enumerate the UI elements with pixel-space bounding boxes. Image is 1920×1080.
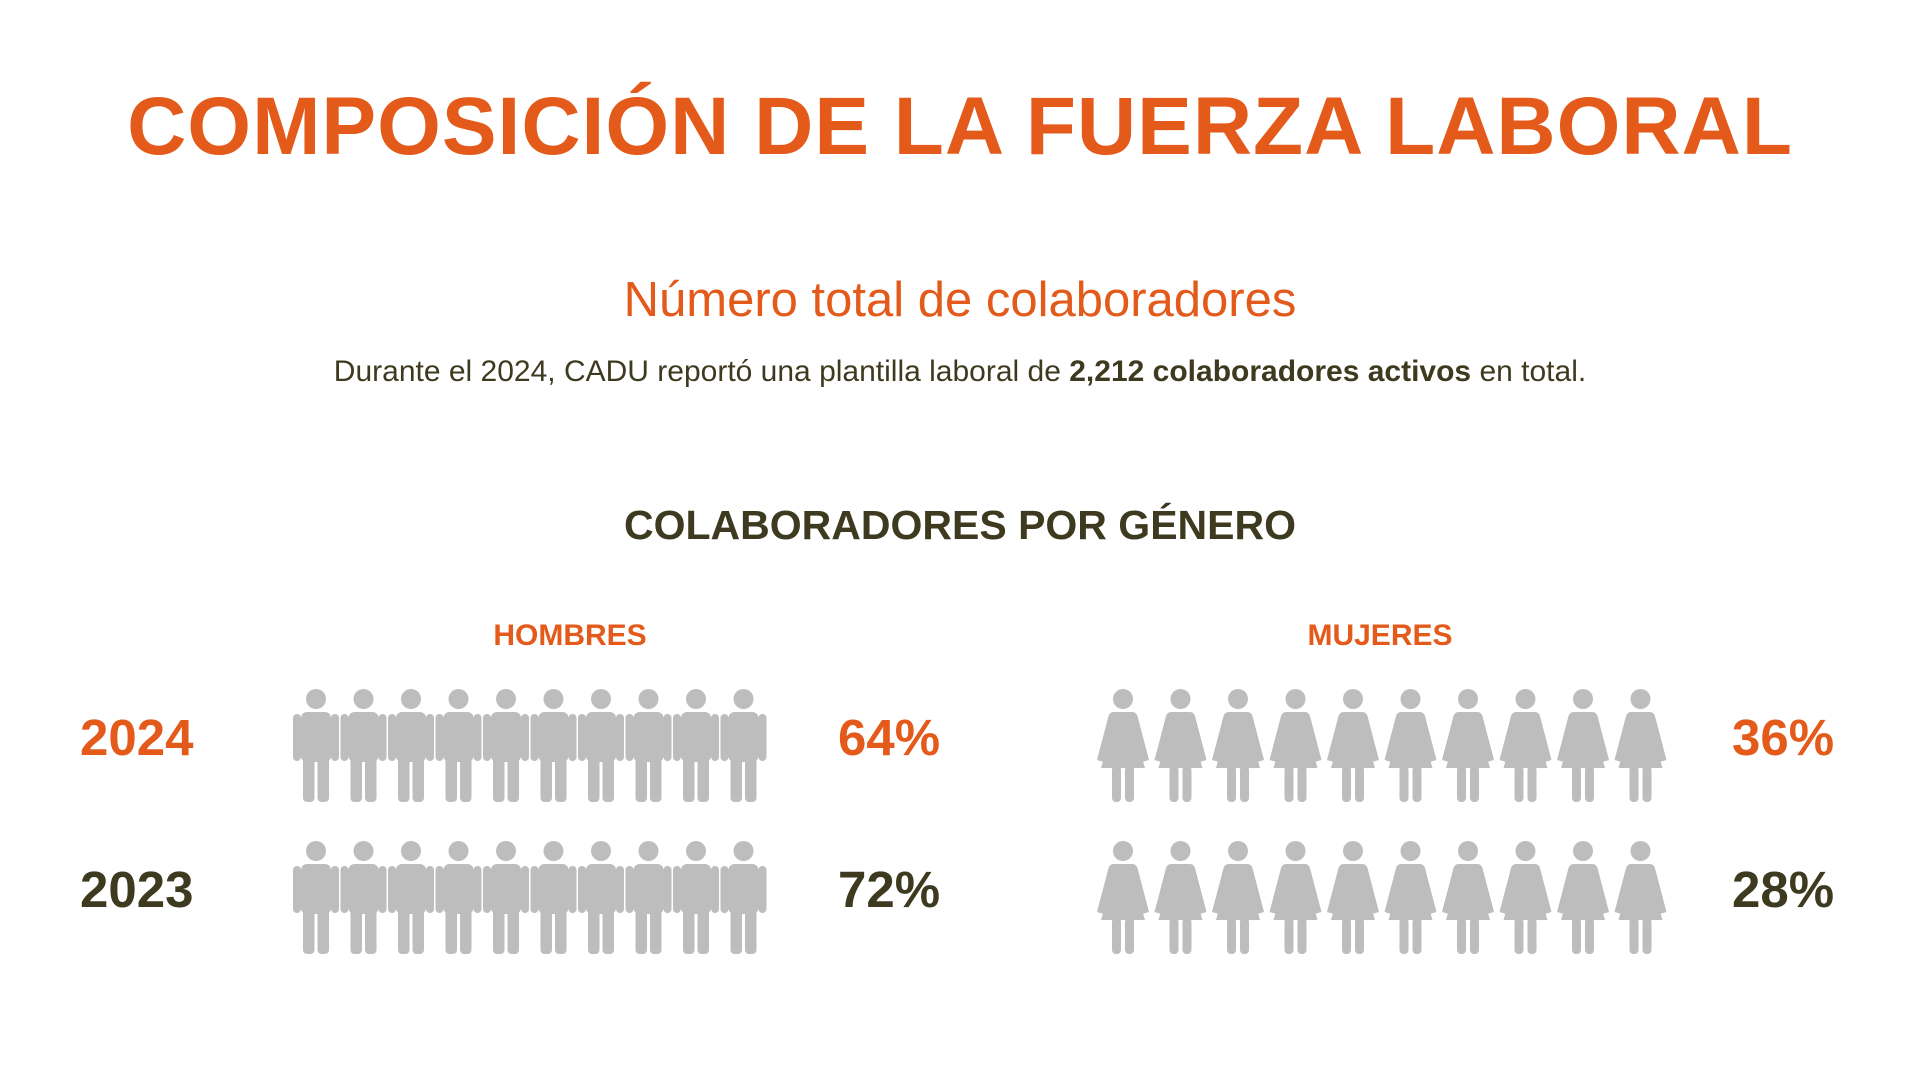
man-figure-icon — [340, 689, 387, 802]
women-2024-percentage: 36% — [1732, 709, 1835, 766]
man-figure-icon — [530, 841, 577, 954]
man-figure-icon — [483, 841, 529, 954]
man-figure-icon — [293, 841, 339, 954]
woman-figure-icon — [1384, 689, 1437, 802]
total-collaborators-heading: Número total de colaboradores — [623, 273, 1297, 327]
man-figure-icon — [625, 841, 672, 954]
description-text-before: Durante el 2024, CADU reportó una planti… — [333, 355, 1070, 388]
men-2024-pictogram-row — [293, 689, 767, 802]
man-figure-icon — [530, 689, 577, 802]
man-figure-icon — [388, 841, 434, 954]
man-figure-icon — [435, 689, 482, 802]
man-figure-icon — [673, 689, 719, 802]
men-2023-pictogram-row — [293, 841, 767, 954]
women-2023-percentage: 28% — [1732, 861, 1835, 918]
woman-figure-icon — [1154, 841, 1207, 954]
women-2024-pictogram-row — [1097, 689, 1667, 802]
woman-figure-icon — [1442, 841, 1494, 954]
man-figure-icon — [578, 689, 624, 802]
woman-figure-icon — [1097, 689, 1149, 802]
woman-figure-icon — [1614, 841, 1667, 954]
man-figure-icon — [293, 689, 339, 802]
woman-figure-icon — [1442, 689, 1494, 802]
man-figure-icon — [720, 689, 767, 802]
women-group-label: MUJERES — [1307, 619, 1453, 652]
woman-figure-icon — [1614, 689, 1667, 802]
total-collaborators-description: Durante el 2024, CADU reportó una planti… — [0, 355, 1920, 389]
men-2023-percentage: 72% — [838, 861, 941, 918]
men-2024-percentage: 64% — [838, 709, 941, 766]
woman-figure-icon — [1327, 841, 1379, 954]
woman-figure-icon — [1097, 841, 1149, 954]
women-2023-pictogram-row — [1097, 841, 1667, 954]
men-group-label: HOMBRES — [493, 619, 647, 652]
description-highlight: 2,212 colaboradores activos — [1069, 355, 1472, 388]
man-figure-icon — [483, 689, 529, 802]
woman-figure-icon — [1154, 689, 1207, 802]
man-figure-icon — [673, 841, 719, 954]
woman-figure-icon — [1499, 841, 1552, 954]
description-text-after: en total. — [1471, 355, 1587, 388]
woman-figure-icon — [1327, 689, 1379, 802]
woman-figure-icon — [1212, 689, 1264, 802]
men-2023-year-label: 2023 — [80, 861, 194, 918]
woman-figure-icon — [1557, 689, 1609, 802]
woman-figure-icon — [1499, 689, 1552, 802]
woman-figure-icon — [1212, 841, 1264, 954]
page-title: COMPOSICIÓN DE LA FUERZA LABORAL — [127, 81, 1793, 172]
woman-figure-icon — [1384, 841, 1437, 954]
man-figure-icon — [340, 841, 387, 954]
man-figure-icon — [435, 841, 482, 954]
man-figure-icon — [720, 841, 767, 954]
man-figure-icon — [625, 689, 672, 802]
man-figure-icon — [578, 841, 624, 954]
woman-figure-icon — [1557, 841, 1609, 954]
man-figure-icon — [388, 689, 434, 802]
men-2024-year-label: 2024 — [80, 709, 194, 766]
gender-section-title: COLABORADORES POR GÉNERO — [624, 502, 1296, 548]
woman-figure-icon — [1269, 841, 1322, 954]
woman-figure-icon — [1269, 689, 1322, 802]
